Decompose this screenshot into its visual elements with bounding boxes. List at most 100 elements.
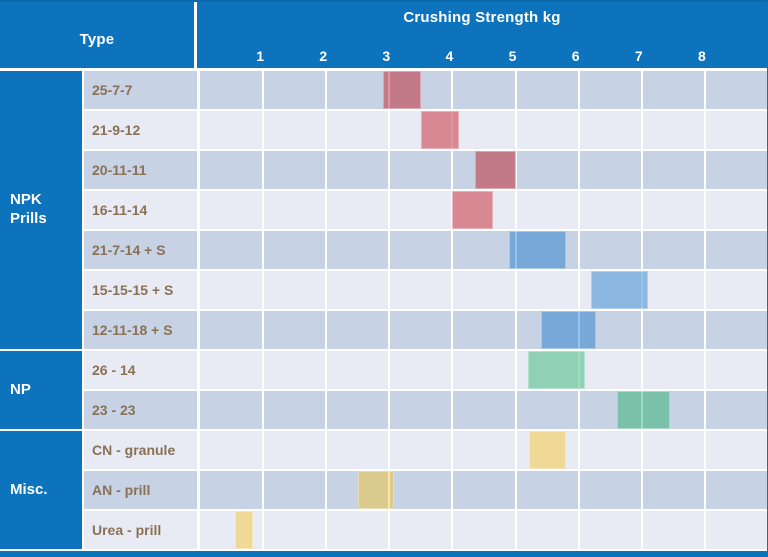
gridline (451, 151, 454, 189)
gridline (514, 231, 517, 269)
row-label: 25-7-7 (84, 71, 200, 111)
gridline (577, 311, 580, 349)
gridline (703, 271, 706, 309)
gridline (388, 311, 391, 349)
gridline (640, 271, 643, 309)
row-label: CN - granule (84, 431, 200, 471)
chart-row (200, 111, 767, 151)
gridline (577, 71, 580, 109)
gridline (388, 351, 391, 389)
axis-tick-label: 2 (319, 48, 328, 64)
gridline (640, 511, 643, 549)
gridline (262, 191, 265, 229)
gridline (388, 71, 391, 109)
gridline (451, 311, 454, 349)
gridline (325, 191, 328, 229)
gridline (388, 511, 391, 549)
row-label: Urea - prill (84, 511, 200, 551)
range-bar (474, 151, 516, 189)
gridline (325, 351, 328, 389)
gridline (703, 151, 706, 189)
gridline (451, 271, 454, 309)
gridline (640, 431, 643, 469)
chart-area (200, 71, 767, 551)
gridline (703, 111, 706, 149)
gridline (514, 511, 517, 549)
axis-tick-label: 1 (256, 48, 264, 64)
gridline (703, 311, 706, 349)
gridline (577, 151, 580, 189)
gridline (325, 111, 328, 149)
gridline (514, 151, 517, 189)
gridline (703, 191, 706, 229)
axis-header-cell: Crushing Strength kg 1 2 3 4 5 6 7 8 (197, 2, 767, 68)
gridline (703, 351, 706, 389)
axis-tick-label: 3 (382, 48, 391, 64)
group-cell: NP (0, 351, 82, 431)
gridline (577, 391, 580, 429)
chart-row (200, 271, 767, 311)
axis-tick-label: 5 (508, 48, 517, 64)
chart-row (200, 311, 767, 351)
gridline (262, 151, 265, 189)
gridline (640, 351, 643, 389)
range-bar (529, 431, 567, 469)
chart-row (200, 511, 767, 551)
gridline (262, 511, 265, 549)
gridline (262, 311, 265, 349)
gridline (703, 511, 706, 549)
gridline (577, 471, 580, 509)
bottom-border-strip (0, 551, 767, 557)
range-bar (383, 71, 421, 109)
gridline (262, 391, 265, 429)
table-body: NPK Prills NP Misc. 25-7-7 21-9-12 20-11-11 1… (0, 71, 767, 551)
group-cell: NPK Prills (0, 71, 82, 351)
range-bar (509, 231, 567, 269)
gridline (577, 431, 580, 469)
type-label-column: 25-7-7 21-9-12 20-11-11 16-11-14 21-7-14 + S… (84, 71, 200, 551)
range-bar (420, 111, 459, 149)
gridline (325, 431, 328, 469)
gridline (262, 71, 265, 109)
gridline (640, 471, 643, 509)
group-column: NPK Prills NP Misc. (0, 71, 84, 551)
gridline (451, 471, 454, 509)
gridline (703, 231, 706, 269)
row-label: 15-15-15 + S (84, 271, 200, 311)
gridline (325, 71, 328, 109)
gridline (640, 391, 643, 429)
row-label: 21-7-14 + S (84, 231, 200, 271)
gridline (451, 71, 454, 109)
gridline (262, 231, 265, 269)
range-bar (234, 511, 253, 549)
gridline (451, 191, 454, 229)
gridline (451, 511, 454, 549)
type-header-label: Type (79, 31, 115, 48)
gridline (388, 391, 391, 429)
gridline (640, 111, 643, 149)
chart-row (200, 71, 767, 111)
gridline (703, 391, 706, 429)
row-label: 16-11-14 (84, 191, 200, 231)
row-label: 21-9-12 (84, 111, 200, 151)
gridline (514, 471, 517, 509)
gridline (640, 311, 643, 349)
type-header-cell: Type (0, 2, 197, 68)
gridline (451, 431, 454, 469)
chart-row (200, 391, 767, 431)
gridline (325, 311, 328, 349)
gridline (514, 311, 517, 349)
gridline (577, 271, 580, 309)
gridline (577, 231, 580, 269)
gridline (451, 351, 454, 389)
gridline (703, 471, 706, 509)
range-bar (528, 351, 585, 389)
gridline (325, 391, 328, 429)
row-label: 12-11-18 + S (84, 311, 200, 351)
gridline (640, 151, 643, 189)
gridline (388, 471, 391, 509)
gridline (514, 391, 517, 429)
range-bar (452, 191, 494, 229)
range-bar (357, 471, 395, 509)
range-bar (540, 311, 596, 349)
